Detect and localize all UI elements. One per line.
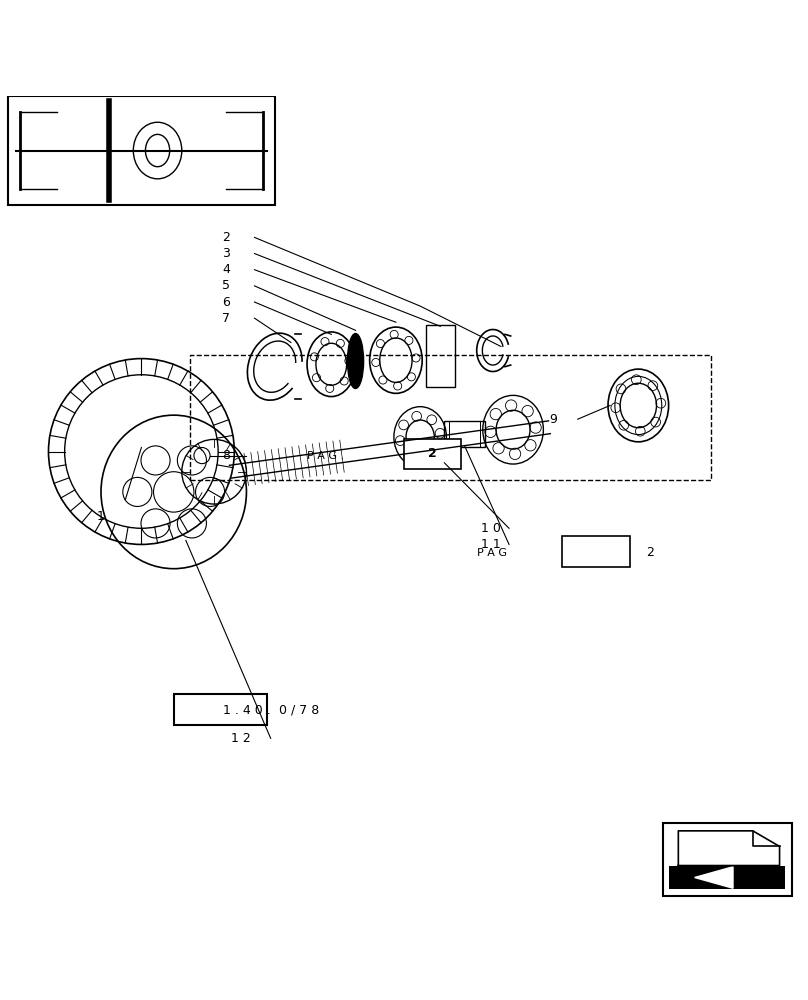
Text: 3: 3 (222, 247, 230, 260)
Text: 7: 7 (222, 312, 230, 325)
Text: 0 / 7 8: 0 / 7 8 (275, 704, 319, 717)
Text: P A G .: P A G . (307, 451, 344, 461)
Bar (669, 866, 785, 889)
Text: 4: 4 (222, 263, 230, 276)
Bar (562, 536, 630, 567)
Bar (426, 325, 455, 387)
Bar (444, 421, 485, 447)
Text: 2: 2 (646, 546, 654, 559)
Text: 6: 6 (222, 296, 230, 309)
Text: 5: 5 (222, 279, 230, 292)
Bar (174, 694, 267, 725)
Text: 1 . 4 0 .: 1 . 4 0 . (222, 704, 271, 717)
Text: 2: 2 (428, 447, 436, 460)
Text: 8: 8 (222, 449, 230, 462)
Text: 1 1: 1 1 (482, 538, 501, 551)
Bar (8, 96, 275, 205)
Bar (190, 355, 711, 480)
Text: P A G: P A G (477, 548, 507, 558)
Text: 9: 9 (549, 413, 558, 426)
Text: 1: 1 (97, 510, 105, 523)
Text: 1 2: 1 2 (231, 732, 250, 745)
Bar (663, 823, 792, 896)
Text: 2: 2 (222, 231, 230, 244)
Bar (404, 439, 461, 469)
Text: 1 0: 1 0 (481, 522, 501, 535)
Bar (449, 421, 480, 447)
Polygon shape (695, 867, 733, 888)
Ellipse shape (347, 334, 364, 388)
